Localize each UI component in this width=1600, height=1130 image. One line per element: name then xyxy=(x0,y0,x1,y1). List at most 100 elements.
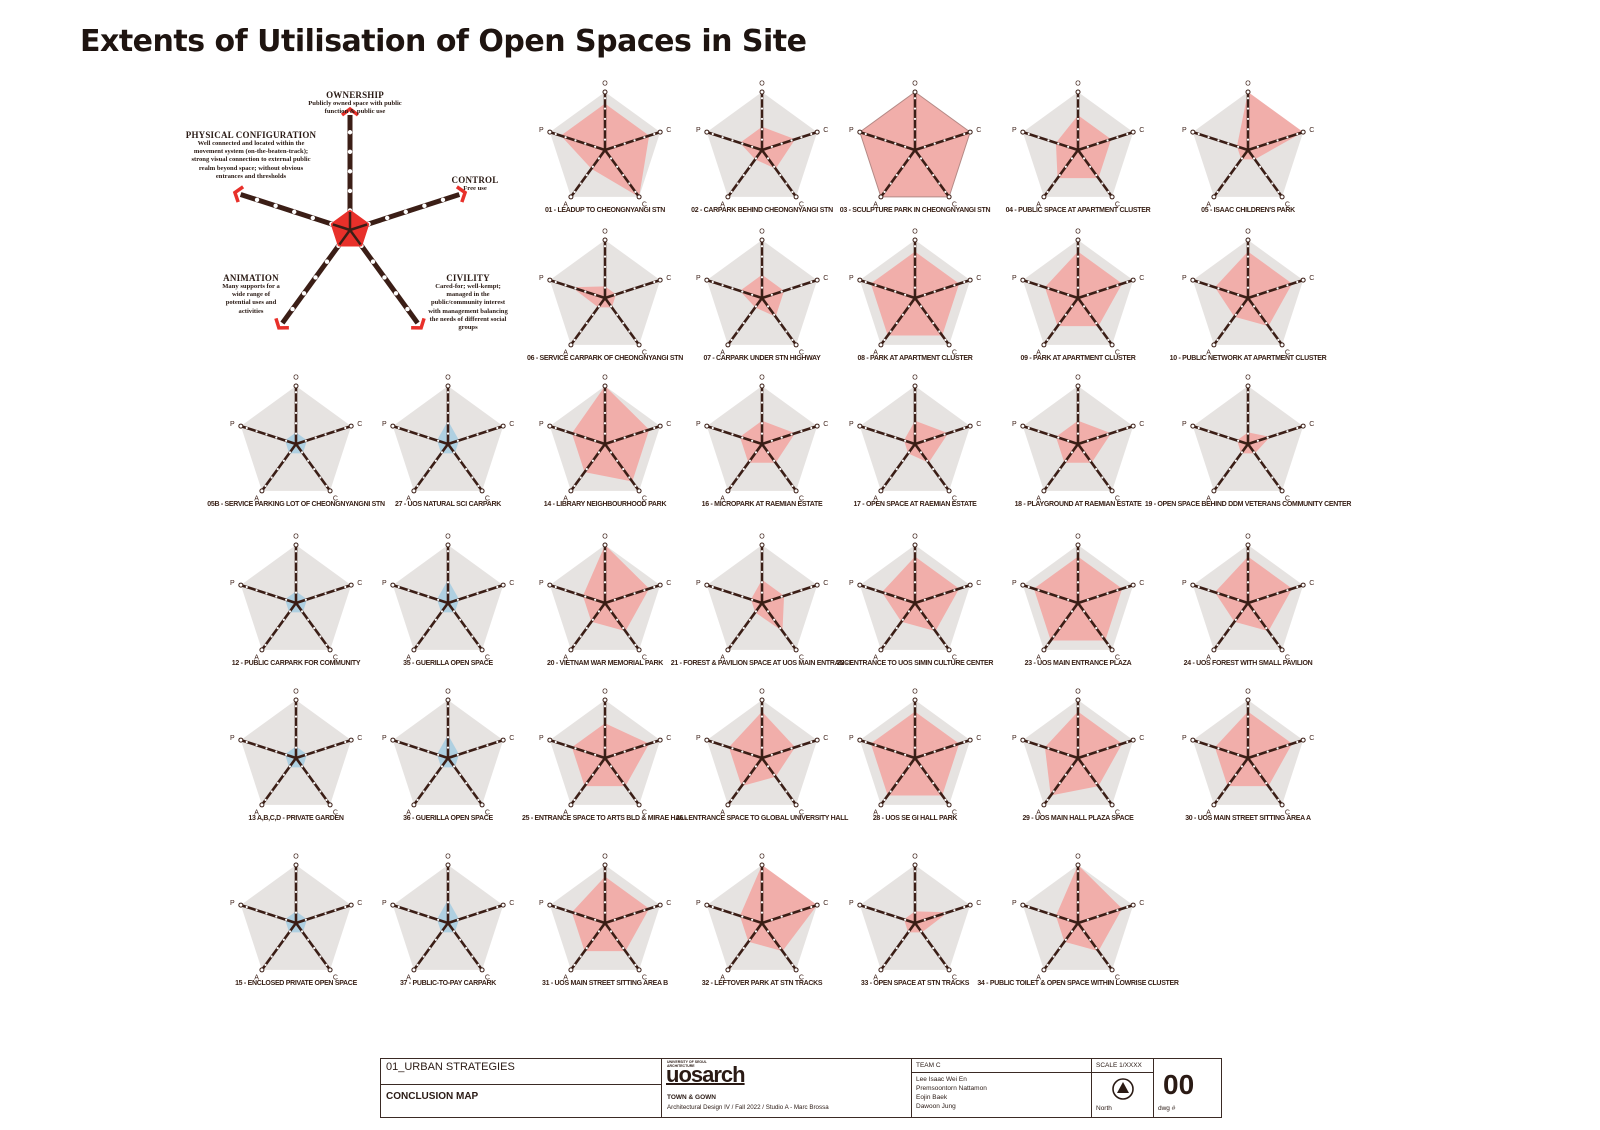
radar-axis-end xyxy=(1130,277,1136,283)
radar-axis-dot xyxy=(963,585,966,589)
radar-axis xyxy=(1212,602,1250,651)
radar-axis-dot xyxy=(1116,136,1119,139)
radar-axis-dot xyxy=(736,635,739,638)
radar-axis-end xyxy=(1130,582,1136,588)
radar-axis-dot xyxy=(926,618,929,621)
radar-axis-dot xyxy=(766,451,770,454)
radar-axis-dot xyxy=(770,439,773,442)
radar-axis-letter: O xyxy=(912,229,918,236)
radar-axis-dot xyxy=(741,142,744,145)
radar-axis-dot xyxy=(313,782,316,785)
radar-axis-dot xyxy=(963,280,966,284)
radar-axis xyxy=(240,424,297,446)
radar-axis-dot xyxy=(1047,912,1050,915)
radar-axis-letter: C xyxy=(976,127,981,134)
radar-axis-dot xyxy=(894,595,897,598)
radar-axis-end xyxy=(1211,647,1217,653)
radar-background xyxy=(549,545,661,650)
radar-axis xyxy=(706,583,763,605)
radar-label: 03 - SCULPTURE PARK IN CHEONGNYANGI STN xyxy=(839,207,991,214)
radar-data-polygon xyxy=(1033,556,1123,641)
radar-background xyxy=(1022,92,1134,197)
radar-axis-dot xyxy=(597,765,601,768)
radar-axis-end xyxy=(445,697,451,703)
radar-axis-dot xyxy=(1265,174,1268,177)
radar-axis-end xyxy=(293,697,299,703)
radar-axis-dot xyxy=(288,451,292,454)
radar-axis-dot xyxy=(766,930,770,933)
radar-axis-dot xyxy=(633,747,636,750)
radar-axis-dot xyxy=(913,901,917,904)
radar-axis-dot xyxy=(603,422,607,425)
radar-axis-dot xyxy=(1070,610,1074,613)
radar-axis-letter: C xyxy=(509,580,514,587)
radar-axis-dot xyxy=(1265,782,1268,785)
radar-axis-dot xyxy=(1082,765,1086,768)
radar-axis-dot xyxy=(1126,905,1129,909)
radar-axis-dot xyxy=(1037,136,1040,139)
radar-axis-dot xyxy=(907,451,911,454)
radar-label: 23 - UOS MAIN ENTRANCE PLAZA xyxy=(1024,660,1132,667)
radar-axis-dot xyxy=(446,550,450,553)
radar-label: 16 - MICROPARK AT RAEMIAN ESTATE xyxy=(701,501,823,508)
radar-axis xyxy=(859,424,916,446)
radar-axis-dot xyxy=(597,305,601,308)
radar-axis-letter: C xyxy=(976,275,981,282)
radar-axis-dot xyxy=(1076,117,1080,121)
radar-axis-dot xyxy=(754,157,758,160)
radar-axis xyxy=(1247,424,1304,446)
radar-axis-dot xyxy=(730,338,733,341)
radar-label: 07 - CARPARK UNDER STN HIGHWAY xyxy=(703,355,821,362)
radar-axis-letter: O xyxy=(912,81,918,88)
radar-axis xyxy=(240,903,297,925)
radar-axis-dot xyxy=(622,627,625,630)
radar-axis-dot xyxy=(730,643,733,646)
radar-axis xyxy=(1246,149,1284,198)
radar-axis-dot xyxy=(748,165,751,168)
radar-axis-letter: P xyxy=(539,580,544,587)
radar-axis-letter: O xyxy=(1245,229,1251,236)
radar-axis-dot xyxy=(731,433,734,436)
radar-axis-dot xyxy=(742,322,745,325)
radar-axis-end xyxy=(878,647,884,653)
radar-axis-dot xyxy=(943,433,946,436)
radar-axis-dot xyxy=(591,773,594,776)
radar-axis-dot xyxy=(1246,422,1250,425)
radar-label: 37 - PUBLIC-TO-PAY CARPARK xyxy=(399,980,497,987)
radar-axis-dot xyxy=(1228,174,1231,177)
radar-axis-letter: P xyxy=(1182,275,1187,282)
radar-axis-dot xyxy=(446,591,450,594)
radar-axis-dot xyxy=(736,330,739,333)
radar-axis-dot xyxy=(790,287,793,290)
legend-physical-desc-5: entrances and thresholds xyxy=(215,172,287,180)
radar-axis-dot xyxy=(730,190,733,193)
radar-axis-letter: C xyxy=(1309,421,1314,428)
radar-axis-dot xyxy=(324,433,327,436)
radar-axis-dot xyxy=(1070,305,1074,308)
radar-axis-end xyxy=(967,129,973,135)
radar-axis xyxy=(760,922,798,971)
radar-axis xyxy=(260,922,298,971)
radar-axis-end xyxy=(857,902,863,908)
radar-axis-dot xyxy=(791,798,794,801)
radar-axis-dot xyxy=(1116,744,1119,747)
radar-axis-dot xyxy=(245,426,248,430)
radar-axis-letter: O xyxy=(759,375,765,382)
radar-axis-dot xyxy=(440,930,444,933)
radar-axis-end xyxy=(946,342,952,348)
radar-axis-dot xyxy=(294,550,298,553)
radar-data-polygon xyxy=(1055,115,1112,179)
radar-axis-dot xyxy=(760,581,764,584)
radar-axis-dot xyxy=(943,747,946,750)
radar-axis-end xyxy=(568,194,574,200)
radar-axis-dot xyxy=(1076,880,1080,883)
radar-axis-dot xyxy=(1089,165,1092,168)
radar-axis-dot xyxy=(314,436,317,439)
radar-axis-dot xyxy=(554,426,557,430)
radar-axis-dot xyxy=(1052,182,1055,185)
radar-axis-dot xyxy=(564,744,567,747)
radar-label: 10 - PUBLIC NETWORK AT APARTMENT CLUSTER xyxy=(1169,355,1327,362)
